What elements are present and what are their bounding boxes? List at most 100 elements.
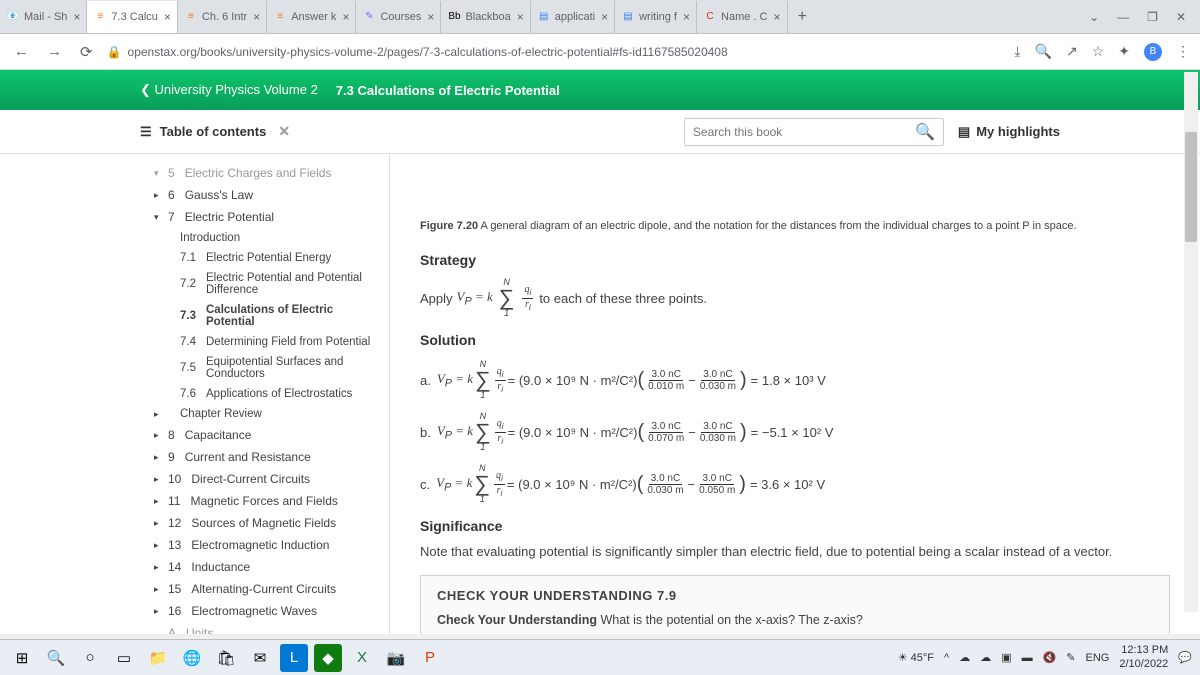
toc-item[interactable]: 7.4Determining Field from Potential (140, 332, 389, 352)
browser-tab[interactable]: ≡Ch. 6 Intr× (178, 1, 267, 33)
toc-label: Table of contents (160, 124, 267, 139)
toc-close-icon[interactable]: ✕ (274, 123, 294, 140)
start-button[interactable]: ⊞ (8, 644, 36, 672)
toc-item[interactable]: ▸10Direct-Current Circuits (140, 468, 389, 490)
mail-taskbar-icon[interactable]: ✉ (246, 644, 274, 672)
forward-button[interactable]: → (43, 39, 66, 64)
notifications-icon[interactable]: 💬 (1178, 651, 1192, 664)
toc-item[interactable]: ▸14Inductance (140, 556, 389, 578)
toc-item[interactable]: ▸11Magnetic Forces and Fields (140, 490, 389, 512)
tab-title: Ch. 6 Intr (202, 11, 247, 23)
strategy-heading: Strategy (420, 252, 1170, 268)
tab-close-icon[interactable]: × (253, 10, 260, 24)
toc-item[interactable]: ▸6Gauss's Law (140, 184, 389, 206)
action-center-icon[interactable]: ▣ (1001, 651, 1011, 664)
browser-tab[interactable]: ✎Courses× (356, 1, 441, 33)
toc-item[interactable]: ▸8Capacitance (140, 424, 389, 446)
toc-item[interactable]: 7.2Electric Potential and Potential Diff… (140, 268, 389, 300)
browser-tab[interactable]: ≡7.3 Calcu× (87, 1, 178, 33)
significance-heading: Significance (420, 518, 1170, 534)
search-taskbar-icon[interactable]: 🔍 (42, 644, 70, 672)
toc-item[interactable]: ▸Chapter Review (140, 404, 389, 424)
tab-close-icon[interactable]: × (773, 10, 780, 24)
toc-toggle[interactable]: ☰ Table of contents ✕ (140, 123, 294, 140)
excel-icon[interactable]: X (348, 644, 376, 672)
install-icon[interactable]: ⤓ (1014, 43, 1020, 60)
toc-item[interactable]: 7.3Calculations of Electric Potential (140, 300, 389, 332)
weather-widget[interactable]: ☀ 45°F (898, 651, 934, 664)
menu-icon[interactable]: ⋮ (1176, 43, 1190, 60)
browser-tab[interactable]: ▤writing f× (615, 1, 697, 33)
toc-item[interactable]: 7.1Electric Potential Energy (140, 248, 389, 268)
share-icon[interactable]: ↗ (1066, 43, 1078, 60)
close-window-icon[interactable]: ✕ (1176, 10, 1186, 24)
clock[interactable]: 12:13 PM2/10/2022 (1119, 644, 1168, 670)
tab-close-icon[interactable]: × (427, 10, 434, 24)
breadcrumb-back[interactable]: ❮ University Physics Volume 2 (140, 82, 318, 98)
cloud-icon[interactable]: ☁ (980, 651, 991, 664)
search-input[interactable] (693, 125, 915, 139)
search-box[interactable]: 🔍 (684, 118, 944, 146)
chrome-icon[interactable]: 🌐 (178, 644, 206, 672)
browser-tab[interactable]: BbBlackboa× (441, 1, 530, 33)
extension-icon[interactable]: ✦ (1118, 43, 1130, 60)
tab-close-icon[interactable]: × (683, 10, 690, 24)
toc-item[interactable]: Introduction (140, 228, 389, 248)
content-area: Figure 7.20 A general diagram of an elec… (390, 154, 1200, 634)
toc-item[interactable]: ▸13Electromagnetic Induction (140, 534, 389, 556)
tab-close-icon[interactable]: × (342, 10, 349, 24)
highlights-label: My highlights (976, 124, 1060, 139)
tab-close-icon[interactable]: × (164, 10, 171, 24)
browser-tab[interactable]: CName . C× (697, 1, 787, 33)
toc-item[interactable]: 7.6Applications of Electrostatics (140, 384, 389, 404)
taskview-icon[interactable]: ▭ (110, 644, 138, 672)
chevron-down-icon[interactable]: ⌄ (1089, 10, 1099, 24)
app-l-icon[interactable]: L (280, 644, 308, 672)
tray-chevron-icon[interactable]: ^ (944, 652, 949, 664)
caret-icon: ▸ (154, 430, 159, 441)
toc-item[interactable]: 7.5Equipotential Surfaces and Conductors (140, 352, 389, 384)
powerpoint-icon[interactable]: P (416, 644, 444, 672)
caret-icon: ▸ (154, 409, 159, 420)
toc-item[interactable]: AUnits (140, 622, 389, 634)
tab-close-icon[interactable]: × (73, 10, 80, 24)
browser-tab[interactable]: 📧Mail - Sh× (0, 1, 87, 33)
new-tab-button[interactable]: + (788, 8, 817, 26)
tab-close-icon[interactable]: × (601, 10, 608, 24)
tab-favicon: ✎ (362, 10, 376, 24)
tab-title: writing f (639, 11, 677, 23)
url-field[interactable]: 🔒 openstax.org/books/university-physics-… (107, 45, 1005, 59)
onedrive-icon[interactable]: ☁ (959, 651, 970, 664)
browser-tab[interactable]: ≡Answer k× (267, 1, 356, 33)
toc-item[interactable]: ▸16Electromagnetic Waves (140, 600, 389, 622)
volume-icon[interactable]: 🔇 (1043, 651, 1057, 664)
caret-icon: ▸ (154, 452, 159, 463)
toc-item[interactable]: ▸12Sources of Magnetic Fields (140, 512, 389, 534)
app-green-icon[interactable]: ◆ (314, 644, 342, 672)
store-icon[interactable]: 🛍 (212, 644, 240, 672)
camera-icon[interactable]: 📷 (382, 644, 410, 672)
lang-indicator[interactable]: ENG (1086, 652, 1110, 664)
maximize-icon[interactable]: ❐ (1147, 10, 1158, 24)
search-icon[interactable]: 🔍 (915, 122, 935, 142)
cortana-icon[interactable]: ○ (76, 644, 104, 672)
profile-badge[interactable]: B (1144, 43, 1162, 61)
explorer-icon[interactable]: 📁 (144, 644, 172, 672)
reload-button[interactable]: ⟳ (76, 39, 97, 65)
back-button[interactable]: ← (10, 39, 33, 64)
pen-icon[interactable]: ✎ (1066, 651, 1075, 664)
browser-tab[interactable]: ▤applicati× (531, 1, 615, 33)
toc-item[interactable]: ▸9Current and Resistance (140, 446, 389, 468)
highlights-button[interactable]: ▤ My highlights (958, 124, 1060, 140)
solution-line: c. VP = k N∑1 qiri = (9.0 × 10⁹ N · m²/C… (420, 464, 1170, 504)
toc-item[interactable]: ▾7Electric Potential (140, 206, 389, 228)
toc-item[interactable]: ▾5Electric Charges and Fields (140, 162, 389, 184)
zoom-icon[interactable]: 🔍 (1035, 43, 1052, 60)
minimize-icon[interactable]: — (1117, 10, 1129, 24)
bookmark-icon[interactable]: ☆ (1092, 43, 1105, 60)
page-scrollbar[interactable] (1184, 72, 1198, 612)
toc-item[interactable]: ▸15Alternating-Current Circuits (140, 578, 389, 600)
battery-icon[interactable]: ▬ (1022, 652, 1033, 664)
caret-icon: ▸ (154, 540, 159, 551)
tab-close-icon[interactable]: × (517, 10, 524, 24)
